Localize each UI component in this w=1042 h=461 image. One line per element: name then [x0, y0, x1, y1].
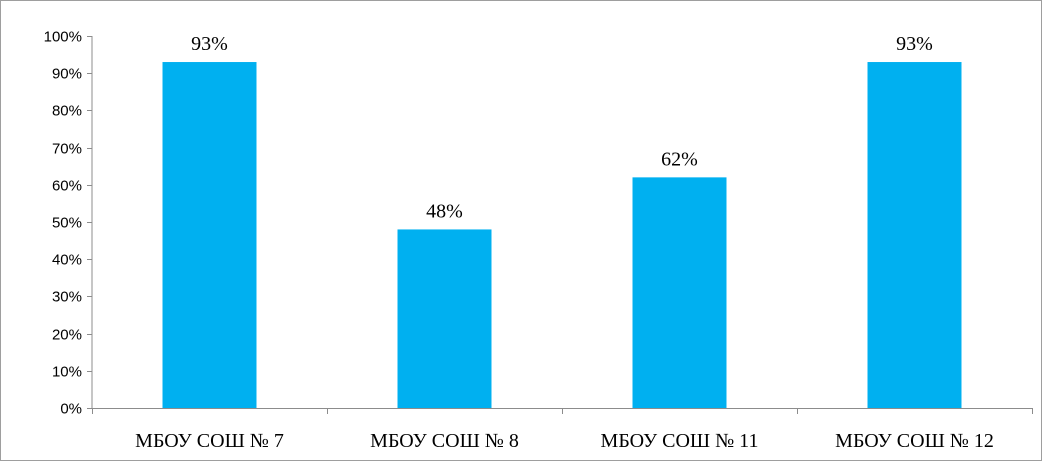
- y-tick-label: 50%: [52, 215, 82, 232]
- data-label: 93%: [191, 33, 228, 55]
- data-label: 48%: [426, 200, 463, 222]
- data-label: 62%: [661, 148, 698, 170]
- x-tick-label: МБОУ СОШ № 12: [835, 430, 994, 452]
- y-axis: 0% 10% 20% 30% 40% 50% 60% 70% 80% 90% 100%: [44, 29, 93, 418]
- y-tick-label: 90%: [52, 66, 82, 83]
- y-tick-label: 10%: [52, 364, 82, 381]
- y-tick-label: 0%: [60, 401, 82, 418]
- bars: [162, 62, 962, 408]
- y-tick-label: 40%: [52, 252, 82, 269]
- x-tick-label: МБОУ СОШ № 8: [370, 430, 519, 452]
- y-tick-label: 60%: [52, 178, 82, 195]
- bar: [867, 62, 962, 408]
- y-tick-label: 70%: [52, 141, 82, 158]
- y-tick-label: 100%: [44, 29, 82, 46]
- data-label: 93%: [896, 33, 933, 55]
- y-tick-label: 30%: [52, 289, 82, 306]
- y-tick-label: 20%: [52, 327, 82, 344]
- bar: [397, 229, 492, 408]
- y-tick-label: 80%: [52, 103, 82, 120]
- x-tick-label: МБОУ СОШ № 11: [601, 430, 759, 452]
- x-axis: МБОУ СОШ № 7 МБОУ СОШ № 8 МБОУ СОШ № 11 МБО…: [92, 408, 1033, 452]
- bar: [632, 177, 727, 408]
- data-labels: 93% 48% 62% 93%: [191, 33, 933, 222]
- x-tick-label: МБОУ СОШ № 7: [135, 430, 284, 452]
- bar: [162, 62, 257, 408]
